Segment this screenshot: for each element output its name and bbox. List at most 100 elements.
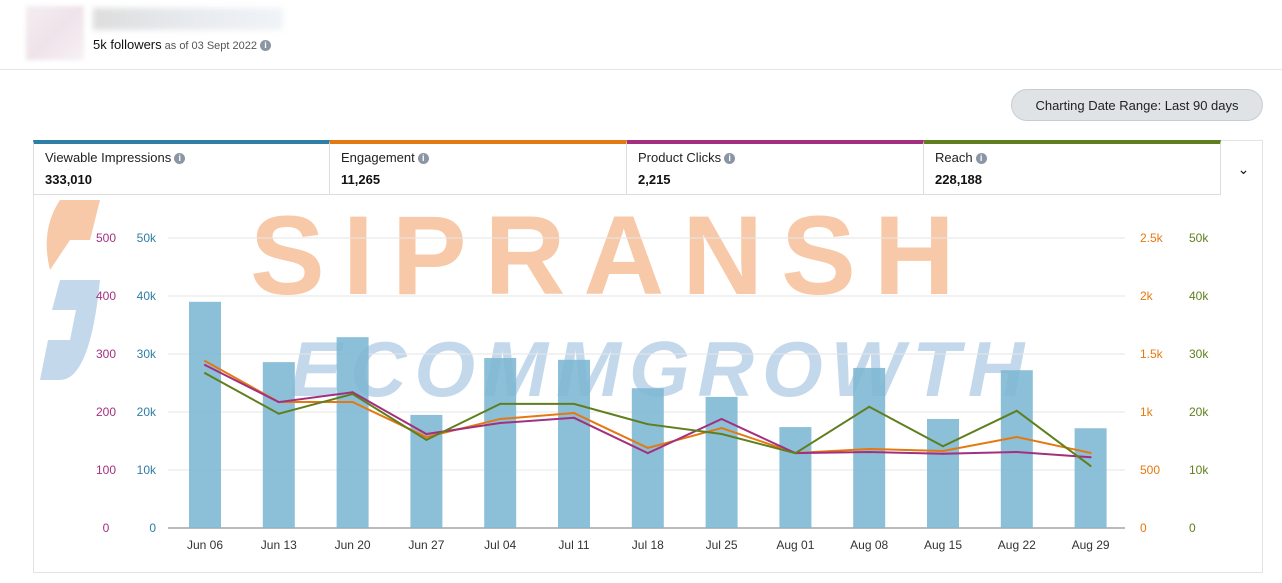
metric-label: Reach xyxy=(935,150,973,165)
chevron-down-icon[interactable]: ⌄ xyxy=(1237,160,1250,177)
info-icon[interactable]: i xyxy=(724,153,736,165)
data-point xyxy=(720,433,723,436)
y-tick-label-engagement: 2.5k xyxy=(1140,231,1164,245)
data-point xyxy=(277,412,280,415)
followers-count: 5k followers as of 03 Sept 2022 i xyxy=(93,37,271,52)
y-tick-label-reach: 0 xyxy=(1189,521,1196,535)
y-tick-label-reach: 20k xyxy=(1189,405,1209,419)
metric-label: Product Clicks xyxy=(638,150,722,165)
y-tick-label-engagement: 1.5k xyxy=(1140,347,1164,361)
x-tick-label: Jun 20 xyxy=(335,538,371,552)
bar xyxy=(927,418,959,528)
bar xyxy=(631,388,664,528)
y-tick-label-reach: 50k xyxy=(1189,231,1209,245)
bar xyxy=(484,358,517,528)
x-tick-label: Jul 25 xyxy=(706,538,738,552)
metric-value: 228,188 xyxy=(935,172,982,187)
data-point xyxy=(204,364,206,367)
data-point xyxy=(351,393,354,396)
metric-value: 2,215 xyxy=(638,172,671,187)
y-tick-label-product-clicks: 200 xyxy=(96,405,116,419)
x-tick-label: Jun 27 xyxy=(408,538,444,552)
data-point xyxy=(794,452,797,455)
info-icon[interactable]: i xyxy=(260,40,271,52)
data-point xyxy=(942,445,944,448)
x-tick-label: Aug 15 xyxy=(924,538,962,552)
data-point xyxy=(1089,451,1092,454)
x-tick-label: Jun 06 xyxy=(187,538,223,552)
data-point xyxy=(1089,456,1092,459)
y-tick-label-product-clicks: 500 xyxy=(96,231,116,245)
data-point xyxy=(1015,409,1018,412)
data-point xyxy=(351,391,354,394)
data-point xyxy=(499,417,502,420)
x-tick-label: Jun 13 xyxy=(261,538,297,552)
data-point xyxy=(720,427,723,430)
bar xyxy=(558,359,590,528)
y-tick-label-impressions: 50k xyxy=(137,231,157,245)
info-icon[interactable]: i xyxy=(975,153,987,165)
profile-name-redacted xyxy=(93,8,283,30)
x-tick-label: Aug 01 xyxy=(776,538,814,552)
data-point xyxy=(868,405,871,408)
y-tick-label-product-clicks: 0 xyxy=(103,521,110,535)
x-tick-label: Jul 04 xyxy=(484,538,516,552)
bar xyxy=(336,337,369,528)
metric-label: Engagement xyxy=(341,150,415,165)
y-tick-label-product-clicks: 400 xyxy=(96,289,116,303)
bar xyxy=(779,427,812,528)
as-of-date: as of 03 Sept 2022 xyxy=(164,40,257,52)
x-tick-label: Aug 08 xyxy=(850,538,888,552)
tab-reach[interactable]: Reach i 228,188 xyxy=(924,140,1221,195)
followers-text: 5k followers xyxy=(93,37,162,52)
data-point xyxy=(499,422,502,425)
data-point xyxy=(277,401,280,404)
tab-product-clicks[interactable]: Product Clicks i 2,215 xyxy=(627,140,924,195)
metric-value: 333,010 xyxy=(45,172,92,187)
y-tick-label-engagement: 1k xyxy=(1140,405,1154,419)
data-point xyxy=(1015,436,1018,439)
data-point xyxy=(425,433,428,436)
tab-viewable-impressions[interactable]: Viewable Impressions i 333,010 xyxy=(33,140,330,195)
bar xyxy=(1074,428,1107,528)
x-tick-label: Jul 11 xyxy=(558,538,589,552)
y-tick-label-impressions: 10k xyxy=(137,463,157,477)
bar xyxy=(705,396,738,528)
data-point xyxy=(573,412,575,415)
bar xyxy=(853,367,886,528)
data-point xyxy=(425,438,428,441)
data-point xyxy=(720,417,723,420)
x-tick-label: Aug 22 xyxy=(998,538,1036,552)
data-point xyxy=(573,402,575,405)
info-icon[interactable]: i xyxy=(174,153,186,165)
data-point xyxy=(646,423,649,426)
data-point xyxy=(204,372,206,375)
y-tick-label-impressions: 0 xyxy=(149,521,156,535)
data-point xyxy=(1089,464,1092,467)
bar xyxy=(189,301,221,528)
x-tick-label: Jul 18 xyxy=(632,538,664,552)
data-point xyxy=(646,452,649,455)
tab-engagement[interactable]: Engagement i 11,265 xyxy=(330,140,627,195)
divider xyxy=(0,69,1282,70)
y-tick-label-impressions: 20k xyxy=(137,405,157,419)
data-point xyxy=(204,359,206,362)
x-tick-label: Aug 29 xyxy=(1072,538,1110,552)
y-tick-label-product-clicks: 300 xyxy=(96,347,116,361)
y-tick-label-reach: 40k xyxy=(1189,289,1209,303)
y-tick-label-product-clicks: 100 xyxy=(96,463,116,477)
data-point xyxy=(868,448,871,451)
y-tick-label-reach: 10k xyxy=(1189,463,1209,477)
bar xyxy=(262,362,295,528)
y-tick-label-impressions: 40k xyxy=(137,289,157,303)
metric-value: 11,265 xyxy=(341,172,381,187)
y-tick-label-impressions: 30k xyxy=(137,347,157,361)
bar xyxy=(1000,370,1033,528)
data-point xyxy=(351,401,354,404)
info-icon[interactable]: i xyxy=(417,153,429,165)
data-point xyxy=(1015,451,1018,454)
date-range-button[interactable]: Charting Date Range: Last 90 days xyxy=(1011,89,1263,121)
data-point xyxy=(499,402,502,405)
data-point xyxy=(573,416,575,419)
